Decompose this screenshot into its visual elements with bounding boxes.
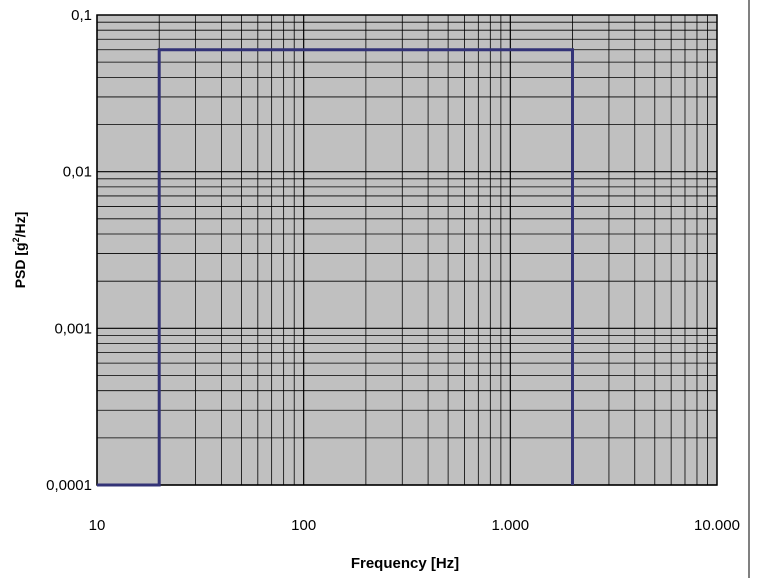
- x-axis-label: Frequency [Hz]: [351, 555, 459, 572]
- y-axis-label: PSD [g2/Hz]: [11, 212, 28, 289]
- y-axis-label-main: PSD [g: [12, 242, 28, 288]
- tick-labels: 10 100 1.000 10.000 0,1 0,01 0,001 0,0001: [46, 7, 740, 534]
- x-tick-label: 1.000: [492, 517, 530, 534]
- x-tick-label: 10.000: [694, 517, 740, 534]
- x-tick-label: 10: [89, 517, 106, 534]
- series-line: [97, 48, 574, 487]
- x-tick-label: 100: [291, 517, 316, 534]
- y-axis-label-tail: /Hz]: [12, 212, 28, 238]
- plot-area: [97, 15, 717, 485]
- y-axis-label-sup: 2: [11, 237, 21, 242]
- y-tick-label: 0,1: [71, 7, 92, 24]
- plot-border: [96, 14, 718, 486]
- series-group: [97, 48, 574, 487]
- y-tick-label: 0,0001: [46, 477, 92, 494]
- y-tick-label: 0,001: [54, 320, 92, 337]
- y-tick-label: 0,01: [63, 164, 92, 181]
